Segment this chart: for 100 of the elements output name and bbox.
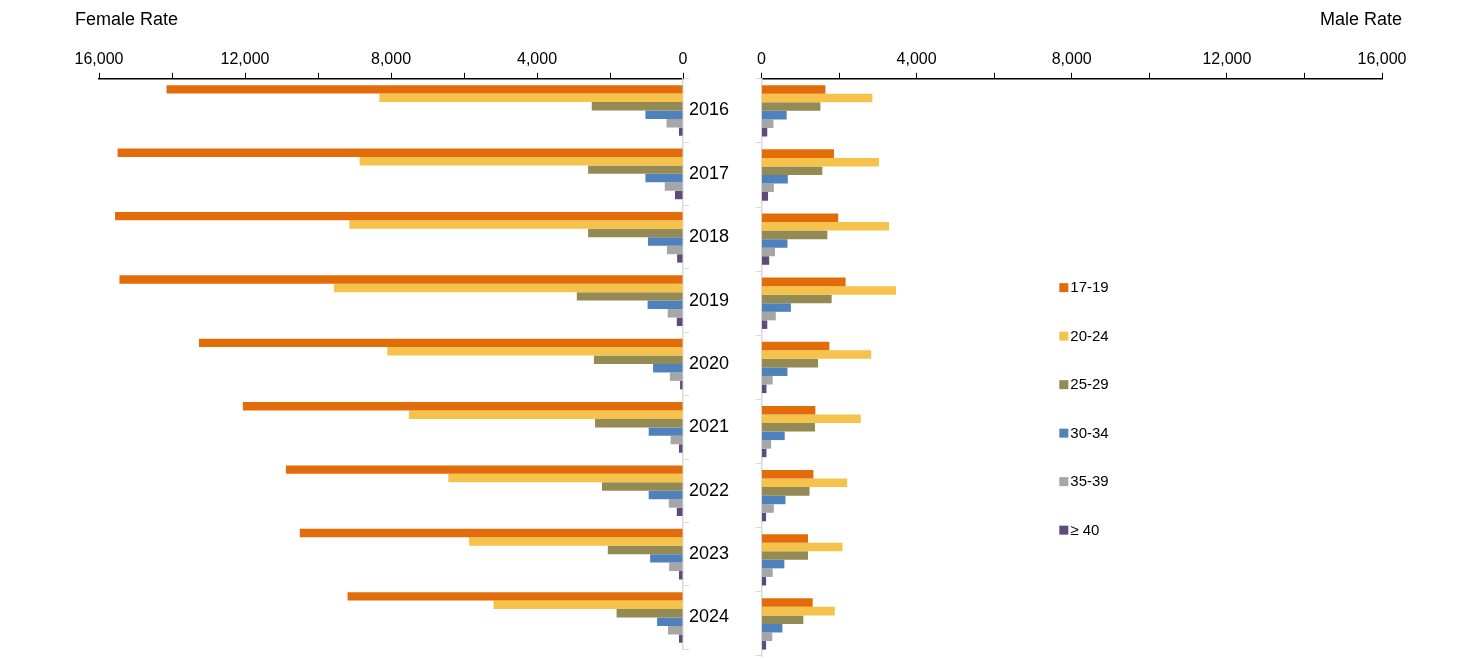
bar xyxy=(761,93,873,103)
bar xyxy=(387,347,683,356)
y-tick-label: 2019 xyxy=(689,289,730,310)
x-tick-label: 4,000 xyxy=(896,49,937,67)
bar xyxy=(607,545,683,555)
bar xyxy=(761,110,787,120)
y-tick-label: 2020 xyxy=(689,352,730,373)
bar xyxy=(761,414,861,423)
x-tick-label: 8,000 xyxy=(370,49,412,67)
bar xyxy=(593,355,683,364)
bar xyxy=(115,211,683,221)
bar xyxy=(648,490,683,500)
bar xyxy=(448,473,683,483)
legend-label: 20-24 xyxy=(1070,326,1109,344)
bar xyxy=(601,482,683,491)
bar xyxy=(761,294,832,304)
legend-label: 25-29 xyxy=(1070,375,1109,393)
bar xyxy=(647,300,683,310)
bar xyxy=(761,239,788,248)
bar xyxy=(588,165,683,174)
bar xyxy=(653,364,683,373)
bar xyxy=(761,375,773,385)
legend-label: 35-39 xyxy=(1070,472,1109,490)
bar xyxy=(674,190,683,200)
bar xyxy=(669,562,683,572)
bar xyxy=(761,559,785,569)
bar xyxy=(761,350,872,359)
bar xyxy=(576,292,683,301)
bar xyxy=(761,277,846,287)
bar xyxy=(761,478,848,488)
bar xyxy=(761,606,835,616)
bar xyxy=(648,427,683,436)
bar xyxy=(119,275,683,284)
y-tick-label: 2018 xyxy=(689,226,730,247)
bar xyxy=(761,422,815,432)
bar xyxy=(591,102,683,111)
y-tick-label: 2024 xyxy=(689,606,730,627)
y-tick-label: 2022 xyxy=(689,479,730,500)
bar xyxy=(595,418,683,428)
x-tick-label: 16,000 xyxy=(74,49,124,67)
y-tick-label: 2023 xyxy=(689,543,730,564)
bar xyxy=(588,228,683,238)
y-tick-label: 2016 xyxy=(689,99,730,120)
bar xyxy=(285,465,683,474)
bar xyxy=(668,499,683,508)
bar xyxy=(678,571,683,580)
y-tick-label: 2021 xyxy=(689,416,730,437)
bar xyxy=(761,615,804,624)
bar xyxy=(761,85,826,94)
bar xyxy=(761,183,774,193)
bar xyxy=(761,470,814,479)
x-axis-title: Male Rate xyxy=(1319,8,1402,29)
bar xyxy=(408,410,683,419)
legend-label: 30-34 xyxy=(1070,423,1109,441)
bar xyxy=(242,402,683,411)
x-tick-label: 0 xyxy=(757,49,766,67)
bar xyxy=(664,182,683,191)
bar xyxy=(676,317,683,326)
bar xyxy=(761,119,774,128)
bar xyxy=(676,507,683,517)
bar xyxy=(761,303,791,312)
bar xyxy=(761,175,788,184)
bar xyxy=(761,632,773,642)
y-tick-label: 2017 xyxy=(689,162,730,183)
bar xyxy=(657,617,683,626)
x-tick-label: 12,000 xyxy=(1202,49,1252,67)
bar xyxy=(761,440,772,449)
bar xyxy=(678,127,683,136)
bar xyxy=(650,554,683,563)
bar xyxy=(761,320,768,329)
bar xyxy=(359,156,683,166)
bar xyxy=(761,102,821,111)
legend-label: ≥ 40 xyxy=(1070,520,1100,538)
bar xyxy=(199,338,683,348)
bar xyxy=(334,283,683,293)
bar xyxy=(166,85,683,94)
bar xyxy=(761,247,776,257)
bar xyxy=(669,372,683,381)
bar xyxy=(645,173,683,183)
bar xyxy=(761,213,839,223)
bar xyxy=(761,534,808,543)
bar xyxy=(678,444,683,453)
bar xyxy=(347,592,683,601)
x-tick-label: 16,000 xyxy=(1357,49,1407,67)
bar xyxy=(647,237,683,246)
bar xyxy=(761,286,897,295)
bar xyxy=(666,118,683,128)
x-tick-label: 12,000 xyxy=(220,49,270,67)
bar xyxy=(761,623,783,633)
bar xyxy=(761,127,768,137)
bar xyxy=(761,487,810,496)
bar xyxy=(667,309,683,318)
x-axis-title: Female Rate xyxy=(75,8,179,29)
bar xyxy=(761,157,879,167)
bar xyxy=(761,542,843,552)
bar xyxy=(761,230,828,240)
bar xyxy=(680,380,683,390)
bar xyxy=(761,149,834,158)
bar xyxy=(761,431,785,441)
bar xyxy=(761,222,890,231)
